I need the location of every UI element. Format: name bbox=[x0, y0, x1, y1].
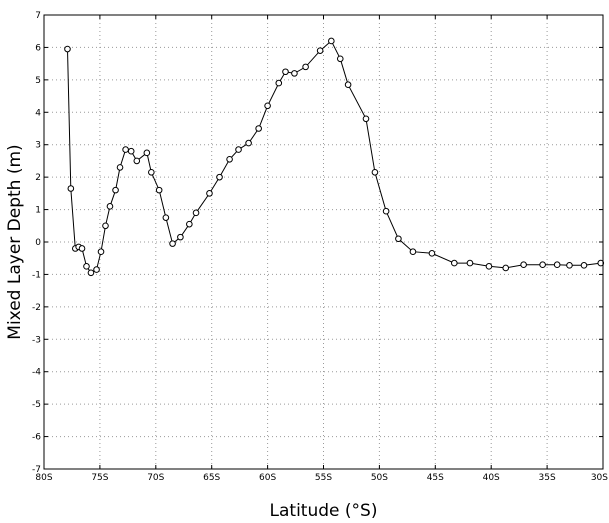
data-point bbox=[485, 263, 493, 270]
y-tick-label: -5 bbox=[32, 400, 41, 410]
data-point bbox=[362, 115, 370, 123]
x-tick-label: 80S bbox=[35, 473, 52, 483]
data-point bbox=[102, 222, 109, 230]
y-axis-title: Mixed Layer Depth (m) bbox=[5, 144, 25, 339]
data-point bbox=[597, 259, 605, 267]
data-point bbox=[133, 157, 141, 165]
x-tick-label: 40S bbox=[483, 473, 500, 483]
data-point bbox=[206, 190, 213, 197]
data-point bbox=[580, 262, 588, 269]
y-tick-label: 5 bbox=[35, 76, 41, 86]
data-point bbox=[302, 63, 309, 71]
data-point bbox=[502, 264, 510, 272]
data-point bbox=[291, 70, 298, 77]
data-point bbox=[553, 261, 561, 269]
data-point bbox=[87, 269, 95, 277]
data-point bbox=[328, 37, 335, 45]
data-point bbox=[409, 248, 417, 256]
y-tick-label: -1 bbox=[32, 270, 41, 280]
y-tick-label: 4 bbox=[35, 108, 41, 118]
y-tick-label: -7 bbox=[32, 465, 41, 475]
data-point bbox=[264, 102, 271, 110]
y-tick-label: -6 bbox=[32, 433, 41, 443]
data-point bbox=[539, 261, 546, 269]
y-tick-label: -2 bbox=[32, 303, 41, 313]
data-point bbox=[177, 233, 184, 241]
data-point bbox=[344, 81, 352, 89]
x-tick-label: 50S bbox=[371, 473, 388, 483]
series-line bbox=[67, 40, 601, 274]
data-point bbox=[316, 47, 324, 54]
data-point bbox=[67, 185, 75, 192]
data-point bbox=[275, 79, 283, 87]
data-point bbox=[83, 263, 90, 270]
x-tick-label: 75S bbox=[91, 473, 108, 483]
data-point bbox=[520, 261, 527, 269]
x-tick-label: 60S bbox=[259, 473, 276, 483]
data-point bbox=[127, 147, 135, 155]
y-tick-label: -3 bbox=[32, 335, 41, 345]
data-point bbox=[169, 240, 176, 247]
data-point bbox=[466, 259, 474, 267]
data-point bbox=[566, 262, 573, 269]
y-tick-label: 3 bbox=[35, 141, 41, 151]
data-point bbox=[255, 125, 262, 132]
data-point bbox=[78, 245, 86, 252]
y-tick-label: 0 bbox=[35, 238, 41, 248]
series-layer bbox=[64, 37, 605, 277]
data-point bbox=[245, 139, 252, 147]
y-tick-label: 2 bbox=[35, 173, 41, 183]
data-point bbox=[97, 248, 105, 256]
data-point bbox=[226, 156, 233, 163]
data-point bbox=[93, 266, 100, 273]
data-point bbox=[192, 209, 200, 217]
data-point bbox=[64, 45, 71, 53]
data-point bbox=[395, 235, 402, 243]
x-tick-label: 65S bbox=[203, 473, 220, 483]
data-point bbox=[148, 168, 155, 176]
data-point bbox=[106, 203, 114, 210]
data-point bbox=[336, 55, 344, 63]
data-point bbox=[282, 68, 289, 76]
data-point bbox=[382, 207, 390, 215]
data-point bbox=[155, 186, 163, 194]
data-point bbox=[451, 259, 458, 267]
data-point bbox=[116, 164, 124, 171]
axes: 80S 75S 70S 65S 60S 55S 50S 45S 40S 35S 30S -7 -6 -5 -… bbox=[32, 11, 608, 483]
data-point bbox=[112, 186, 119, 194]
data-point bbox=[216, 173, 223, 181]
x-tick-label: 30S bbox=[591, 473, 608, 483]
data-point bbox=[186, 220, 193, 228]
y-tick-label: 7 bbox=[35, 11, 41, 21]
y-tick-label: 1 bbox=[35, 206, 41, 216]
data-point bbox=[162, 214, 170, 221]
x-tick-label: 45S bbox=[427, 473, 444, 483]
data-point bbox=[235, 146, 242, 153]
data-point bbox=[122, 146, 129, 153]
data-point bbox=[428, 250, 436, 257]
data-point bbox=[371, 168, 379, 176]
x-tick-label: 35S bbox=[539, 473, 556, 483]
x-axis-title: Latitude (°S) bbox=[270, 501, 378, 521]
y-tick-label: 6 bbox=[35, 43, 41, 53]
data-point bbox=[143, 149, 151, 157]
y-tick-label: -4 bbox=[32, 368, 41, 378]
x-tick-label: 55S bbox=[315, 473, 332, 483]
x-tick-label: 70S bbox=[147, 473, 164, 483]
grid bbox=[44, 15, 603, 469]
